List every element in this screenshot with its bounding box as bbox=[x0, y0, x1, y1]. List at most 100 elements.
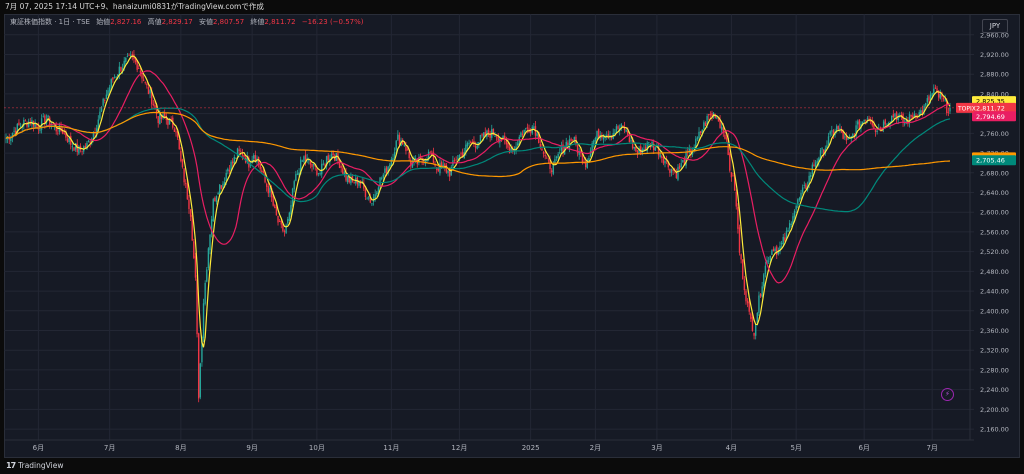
candle-body bbox=[709, 114, 712, 115]
candle-body bbox=[102, 98, 104, 106]
candle-body bbox=[290, 205, 292, 215]
candle-body bbox=[223, 181, 226, 185]
candle-body bbox=[238, 149, 240, 151]
candle-body bbox=[10, 136, 12, 142]
candle-body bbox=[141, 72, 143, 79]
candle-body bbox=[261, 170, 263, 173]
candle-body bbox=[240, 150, 242, 152]
candle-body bbox=[233, 157, 236, 164]
candle-body bbox=[753, 332, 755, 336]
candle-body bbox=[589, 150, 592, 157]
candle-body bbox=[918, 112, 920, 117]
y-tick-label: 2,560.00 bbox=[980, 228, 1009, 236]
candle-body bbox=[764, 265, 767, 275]
candle-body bbox=[350, 176, 352, 184]
candle-body bbox=[431, 151, 433, 153]
candle-body bbox=[840, 128, 843, 133]
low-value: 2,807.57 bbox=[213, 18, 245, 26]
candle-body bbox=[745, 290, 747, 302]
candle-body bbox=[754, 324, 757, 336]
candle-body bbox=[776, 246, 778, 256]
candle-body bbox=[210, 219, 213, 235]
candle-body bbox=[920, 110, 922, 115]
candle-body bbox=[740, 254, 742, 260]
candle-body bbox=[555, 156, 558, 159]
candle-body bbox=[178, 139, 180, 150]
candle-body bbox=[929, 94, 932, 100]
candle-body bbox=[672, 169, 674, 171]
candle-body bbox=[767, 260, 770, 262]
candle-body bbox=[659, 154, 661, 158]
candle-body bbox=[925, 103, 927, 106]
price-label-text: 2,705.46 bbox=[976, 157, 1005, 165]
candle-body bbox=[588, 157, 590, 162]
candle-body bbox=[120, 66, 122, 72]
candle-body bbox=[916, 117, 919, 119]
candle-body bbox=[330, 154, 333, 159]
candle-body bbox=[100, 107, 103, 112]
candle-body bbox=[648, 142, 650, 144]
price-chart[interactable]: 2,960.002,920.002,880.002,840.002,800.00… bbox=[4, 14, 1020, 458]
candle-body bbox=[392, 158, 394, 161]
candle-body bbox=[117, 74, 119, 77]
candle-body bbox=[897, 115, 899, 121]
candle-body bbox=[236, 148, 239, 157]
candle-body bbox=[737, 207, 739, 229]
candle-body bbox=[104, 100, 106, 101]
candle-body bbox=[525, 127, 527, 129]
candle-body bbox=[554, 158, 556, 164]
candle-body bbox=[49, 117, 51, 126]
candle-body bbox=[638, 147, 640, 155]
candle-body bbox=[220, 185, 223, 189]
x-tick-label: 7月 bbox=[926, 444, 937, 452]
candle-body bbox=[194, 256, 197, 278]
candle-body bbox=[26, 122, 28, 127]
candle-body bbox=[795, 205, 797, 210]
candle-body bbox=[541, 148, 543, 151]
candle-body bbox=[617, 126, 619, 129]
candle-body bbox=[771, 250, 773, 256]
y-tick-label: 2,160.00 bbox=[980, 426, 1009, 434]
candle-body bbox=[253, 155, 255, 159]
candle-body bbox=[520, 132, 522, 138]
change-value: −16.23 (−0.57%) bbox=[301, 18, 364, 26]
candle-body bbox=[138, 68, 140, 69]
snapshot-header: 7月 07, 2025 17:14 UTC+9、hanaizumi0831がTr… bbox=[5, 2, 264, 11]
chart-legend: 東証株価指数 · 1日 · TSE 始値2,827.16 高値2,829.17 … bbox=[10, 17, 364, 27]
candle-body bbox=[265, 183, 268, 187]
candle-body bbox=[363, 183, 365, 189]
candle-body bbox=[348, 176, 350, 183]
currency-button[interactable]: JPY bbox=[982, 19, 1008, 33]
candle-body bbox=[180, 151, 182, 162]
candle-body bbox=[908, 114, 911, 124]
candle-body bbox=[814, 162, 817, 168]
chart-frame[interactable] bbox=[4, 14, 1020, 458]
lightning-icon[interactable]: ⚡ bbox=[941, 388, 954, 401]
close-label: 終値 bbox=[250, 18, 265, 26]
candle-body bbox=[227, 168, 229, 172]
y-tick-label: 2,640.00 bbox=[980, 189, 1009, 197]
y-tick-label: 2,840.00 bbox=[980, 90, 1009, 98]
candle-body bbox=[131, 54, 133, 56]
candle-body bbox=[832, 130, 835, 135]
candle-body bbox=[155, 106, 158, 115]
tradingview-brand: TradingView bbox=[18, 461, 64, 470]
candle-body bbox=[60, 125, 62, 131]
x-tick-label: 7月 bbox=[104, 444, 115, 452]
candle-body bbox=[845, 135, 848, 141]
candle-body bbox=[359, 182, 362, 185]
candle-body bbox=[607, 134, 610, 138]
candle-body bbox=[627, 130, 629, 137]
candle-body bbox=[746, 300, 749, 304]
candle-body bbox=[107, 90, 109, 95]
candle-body bbox=[738, 227, 741, 253]
candle-body bbox=[578, 151, 580, 155]
y-tick-label: 2,360.00 bbox=[980, 327, 1009, 335]
candle-body bbox=[275, 207, 278, 216]
candle-body bbox=[816, 160, 818, 163]
candle-body bbox=[299, 159, 302, 174]
candle-body bbox=[494, 136, 496, 137]
candle-body bbox=[763, 274, 765, 287]
candle-body bbox=[891, 115, 893, 123]
candle-body bbox=[661, 156, 663, 158]
